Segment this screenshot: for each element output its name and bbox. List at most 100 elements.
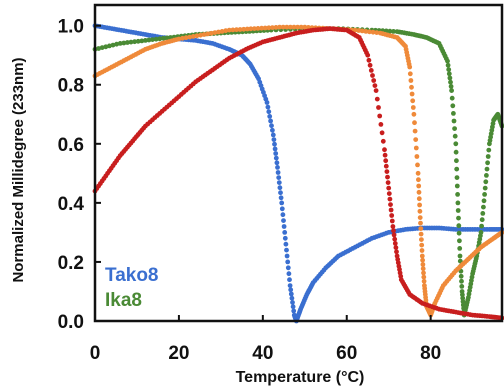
data-point — [356, 28, 362, 33]
data-point — [230, 27, 236, 33]
x-tick-label: 60 — [336, 343, 357, 364]
data-point — [479, 223, 484, 229]
data-point — [454, 175, 460, 181]
x-tick-label: 20 — [168, 343, 189, 364]
y-tick-label: 0.4 — [58, 194, 85, 215]
x-axis-ticks: 0 20 40 60 80 — [90, 315, 441, 364]
data-point — [150, 37, 155, 42]
data-point — [385, 180, 391, 186]
data-point — [276, 180, 282, 186]
data-point — [284, 24, 290, 30]
data-point — [187, 34, 193, 40]
data-point — [412, 128, 418, 134]
data-point — [284, 253, 290, 259]
data-point — [270, 132, 276, 138]
data-point — [264, 100, 270, 105]
data-point — [411, 111, 417, 117]
data-point — [457, 253, 463, 259]
data-point — [409, 84, 414, 90]
data-point — [282, 235, 288, 241]
data-point — [410, 105, 416, 110]
data-point — [478, 230, 484, 235]
data-point — [416, 189, 422, 195]
data-point — [259, 25, 264, 31]
data-point — [278, 190, 283, 196]
data-point — [418, 220, 423, 226]
data-point — [279, 206, 285, 212]
data-point — [277, 185, 283, 191]
data-point — [208, 30, 214, 36]
data-point — [153, 36, 159, 42]
data-point — [370, 73, 375, 78]
data-point — [447, 75, 453, 81]
data-point — [453, 141, 459, 147]
data-point — [394, 249, 399, 255]
data-point — [392, 241, 398, 246]
data-point — [380, 138, 386, 144]
data-point — [176, 36, 182, 42]
data-point — [198, 32, 203, 38]
data-point — [445, 58, 450, 64]
data-point — [273, 151, 279, 156]
data-point — [157, 36, 163, 42]
data-point — [370, 29, 376, 35]
data-point — [273, 155, 279, 161]
data-point — [393, 245, 399, 251]
data-point — [485, 154, 491, 159]
data-point — [277, 24, 282, 30]
data-point — [367, 29, 372, 35]
data-point — [385, 174, 390, 180]
y-tick-label: 0.6 — [58, 135, 84, 156]
data-point — [285, 265, 291, 271]
data-point — [270, 25, 275, 30]
data-point — [455, 208, 461, 213]
data-point — [266, 109, 272, 115]
data-point — [389, 213, 395, 218]
data-point — [409, 91, 415, 97]
x-tick-label: 80 — [420, 343, 441, 364]
data-point — [205, 31, 211, 37]
data-point — [291, 24, 297, 30]
data-point — [378, 122, 384, 127]
data-point — [226, 27, 232, 33]
data-point — [190, 34, 196, 39]
data-point — [288, 291, 294, 297]
data-point — [481, 198, 487, 204]
data-point — [237, 27, 243, 32]
data-point — [363, 29, 369, 34]
data-point — [482, 192, 487, 197]
data-point — [285, 259, 291, 265]
data-point — [365, 52, 371, 58]
data-point — [96, 46, 101, 51]
data-point — [278, 195, 284, 201]
data-point — [248, 26, 254, 32]
data-point — [484, 173, 489, 178]
data-point — [274, 160, 280, 166]
data-point — [194, 33, 200, 39]
data-point — [212, 30, 218, 35]
data-point — [383, 163, 389, 169]
data-point — [110, 42, 116, 48]
data-point — [456, 223, 462, 229]
data-point — [454, 166, 460, 172]
data-point — [279, 200, 285, 206]
data-point — [479, 217, 485, 223]
data-point — [281, 218, 286, 224]
data-point — [454, 158, 459, 164]
data-point — [407, 64, 413, 70]
data-point — [280, 212, 286, 218]
data-point — [417, 215, 423, 221]
x-tick-label: 40 — [252, 343, 273, 364]
data-point — [103, 44, 109, 50]
data-point — [417, 202, 422, 208]
data-point — [374, 30, 380, 35]
data-point — [121, 40, 127, 46]
data-point — [273, 25, 279, 30]
y-axis-ticks: 0.0 0.2 0.4 0.6 0.8 1.0 — [58, 17, 101, 333]
data-point — [456, 215, 461, 221]
data-point — [252, 26, 257, 31]
data-point — [413, 137, 419, 143]
data-point — [280, 24, 286, 30]
data-point — [201, 32, 207, 37]
